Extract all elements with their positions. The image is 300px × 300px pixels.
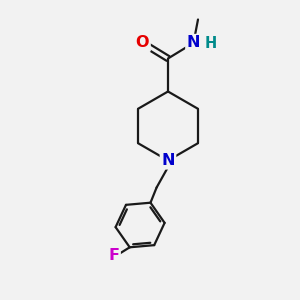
Text: O: O bbox=[136, 35, 149, 50]
Text: F: F bbox=[108, 248, 119, 263]
Text: N: N bbox=[161, 153, 175, 168]
Text: N: N bbox=[187, 35, 200, 50]
Text: H: H bbox=[205, 36, 217, 51]
